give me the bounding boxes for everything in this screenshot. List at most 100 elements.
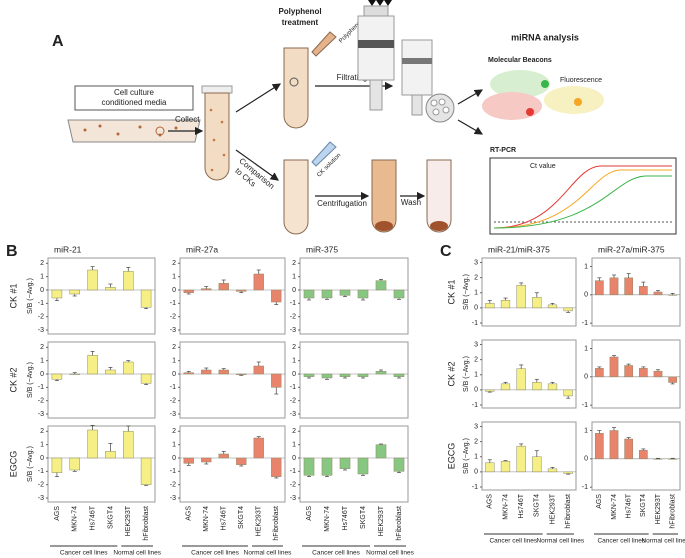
y-tick-label: 0 [474,305,478,312]
bar [140,457,152,485]
bar [609,277,619,296]
y-tick-label: -3 [170,411,176,418]
bar [500,383,511,391]
bar [357,289,369,299]
syringe [357,0,395,111]
y-tick-label: -3 [170,327,176,334]
row-label: CK #2 [446,361,456,386]
y-tick-label: 0 [292,371,296,378]
bar [201,369,212,375]
step-label: Centrifugation [317,199,367,208]
y-tick-label: -3 [290,495,296,502]
y-tick-label: 1 [584,263,588,270]
bar [321,457,333,476]
y-tick-label: 0 [292,287,296,294]
bar [303,457,315,476]
step-label: Collect [175,115,200,124]
y-tick-label: 3 [474,259,478,266]
x-tick-label: MKN-74 [324,506,331,532]
y-tick-label: -1 [170,300,176,307]
y-tick-label: -1 [38,384,44,391]
y-axis-label: S/B (−Avg.) [463,274,470,310]
y-tick-label: 1 [172,274,176,281]
bar [271,457,282,477]
bar [532,456,542,473]
bar [123,361,134,375]
y-tick-label: -1 [582,320,588,327]
bar [51,373,63,380]
bar [218,453,229,459]
bar [123,271,134,291]
y-tick-label: -1 [38,300,44,307]
x-tick-label: HEK293T [256,505,263,536]
x-tick-label: Hs746T [89,505,96,530]
fluorophore [526,108,534,116]
fluorophore [574,98,582,106]
plot-frame [591,339,681,409]
y-tick-label: 2 [474,438,478,445]
bar [624,438,634,460]
bar [87,269,98,291]
y-tick-label: 0 [172,371,176,378]
media-label: conditioned media [102,98,167,107]
y-tick-label: 0 [584,292,588,299]
plot-frame [481,421,577,491]
x-tick-label: MKN-74 [502,494,509,520]
row-label: EGCG [446,443,456,470]
bar [393,457,405,472]
plot-frame [299,425,409,503]
bar [375,371,387,375]
y-tick-label: -3 [38,495,44,502]
x-tick-label: SKGT4 [360,506,367,529]
y-tick-label: -3 [38,327,44,334]
y-tick-label: -1 [582,402,588,409]
y-tick-label: -1 [290,468,296,475]
bar [357,457,369,475]
x-tick-label: AGS [596,494,603,509]
y-tick-label: 1 [474,372,478,379]
tube [283,47,309,129]
chart-title: miR-21 [54,244,82,254]
panel-a: A Cell culture conditioned media Collect… [52,0,677,235]
bar [253,273,264,291]
row-label: CK #2 [8,367,18,392]
bar [563,307,573,312]
y-tick-label: 3 [474,341,478,348]
y-axis-label: S/B (−Avg.) [27,446,34,482]
bar [516,445,526,473]
bar [183,372,194,375]
method-label: Molecular Beacons [488,57,552,64]
group-label: Cancer cell lines [312,550,360,557]
y-tick-label: 1 [172,358,176,365]
y-tick-label: 0 [292,455,296,462]
pcr-curve [493,175,672,229]
pcr-curve [493,165,672,229]
bar [105,287,116,291]
bar [624,365,634,378]
bar [653,458,663,460]
y-tick-label: 2 [292,260,296,267]
bar [105,451,116,459]
y-tick-label: 2 [474,274,478,281]
fluorophore [541,80,549,88]
arrow [235,83,282,113]
bar [271,373,282,388]
x-tick-label: HEK293T [655,493,662,524]
y-tick-label: -2 [170,482,176,489]
x-tick-label: hFibroblast [396,506,403,541]
bar [668,458,678,460]
chart-title: miR-375 [306,244,338,254]
panel-label: C [440,243,452,260]
y-tick-label: -2 [290,314,296,321]
y-tick-label: 2 [40,260,44,267]
tube-dots [209,108,226,172]
bar [201,457,212,463]
plot-frame [299,341,409,419]
y-tick-label: -1 [472,320,478,327]
plot-frame [47,425,156,503]
bar [668,294,678,296]
x-tick-label: Hs746T [221,505,228,530]
bar [183,457,194,464]
y-tick-label: 1 [40,358,44,365]
step-title: miRNA analysis [511,32,579,42]
